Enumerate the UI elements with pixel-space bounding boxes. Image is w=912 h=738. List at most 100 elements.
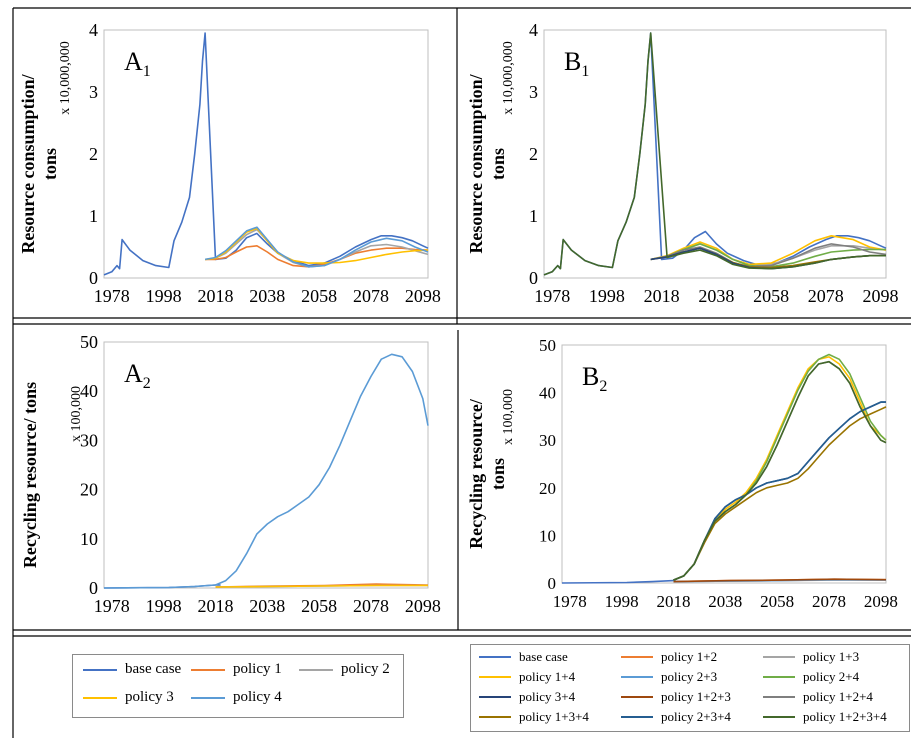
legend-swatch: [479, 676, 511, 678]
chart-b1: 0 1 2 3 4 1978 1998 2018 2038 2058 2078 2098 Resourc…: [466, 20, 899, 306]
y-tick-label: 2: [89, 144, 98, 164]
x-tick-label: 1978: [94, 286, 130, 306]
y-tick-label: 2: [529, 144, 538, 164]
y-multiplier-label: x 10,000,000: [501, 41, 516, 115]
legend-label: policy 3: [125, 689, 174, 705]
legend-item: policy 2+4: [763, 669, 859, 685]
series-line-policy-1-4: [673, 356, 887, 581]
x-tick-label: 2038: [708, 592, 742, 611]
series-line-policy-1-2-3-4: [543, 32, 886, 276]
y-tick-label: 4: [529, 20, 538, 40]
plot-area: [103, 29, 429, 279]
y-tick-label: 4: [89, 20, 98, 40]
y-tick-label: 40: [539, 384, 556, 403]
y-axis-label: Resource consumption/: [466, 73, 486, 253]
series-line-policy-4: [204, 226, 429, 268]
legend-label: policy 2+3+4: [661, 709, 731, 724]
series-line-policy-1-2-4: [650, 243, 887, 268]
legend-swatch: [83, 668, 117, 671]
y-tick-label: 0: [548, 574, 557, 593]
legend-label: policy 3+4: [519, 689, 576, 704]
legend-label: policy 1+3+4: [519, 709, 589, 724]
y-multiplier-label: x 100,000: [69, 386, 84, 442]
legend-swatch: [621, 676, 653, 678]
legend-item: policy 4: [191, 689, 282, 706]
legend-item: policy 1: [191, 661, 282, 678]
legend-item: base case: [83, 661, 181, 678]
legend-label: policy 1+2: [661, 649, 718, 664]
legend-item: policy 1+4: [479, 669, 575, 685]
x-tick-label: 2078: [812, 592, 846, 611]
y-tick-label: 10: [80, 529, 98, 549]
y-tick-label: 30: [80, 430, 98, 450]
y-tick-label: 3: [89, 82, 98, 102]
y-tick-label: 20: [539, 479, 556, 498]
x-tick-label: 1978: [553, 592, 587, 611]
y-axis-label: Resource consumption/: [18, 73, 38, 253]
y-tick-label: 0: [529, 268, 538, 288]
legend-item: policy 2: [299, 661, 390, 678]
legend-item: policy 1+2+4: [763, 689, 873, 705]
legend-label: policy 1+4: [519, 669, 576, 684]
y-tick-label: 30: [539, 431, 556, 450]
y-tick-label: 0: [89, 268, 98, 288]
legend-label: policy 2+3: [661, 669, 718, 684]
chart-a1: 0 1 2 3 4 1978 1998 2018 2038 2058 2078 2098 Resourc…: [18, 20, 441, 306]
legend-swatch: [763, 716, 795, 718]
y-multiplier-label: x 10,000,000: [58, 41, 73, 115]
legend-swatch: [479, 716, 511, 718]
legend-label: policy 1+2+4: [803, 689, 873, 704]
legend-swatch: [621, 716, 653, 718]
x-tick-label: 2018: [656, 592, 690, 611]
x-tick-label: 2058: [301, 286, 337, 306]
x-tick-label: 2038: [698, 286, 734, 306]
legend-label: policy 1: [233, 661, 282, 677]
panel-label: B1: [564, 47, 589, 80]
y-axis-label-unit: tons: [40, 148, 60, 180]
x-tick-label: 1998: [146, 286, 182, 306]
plot-area: [543, 29, 887, 279]
legend-label: policy 2: [341, 661, 390, 677]
legend-item: policy 1+2+3: [621, 689, 731, 705]
legend-item: base case: [479, 649, 568, 665]
series-line-policy-1-3-4: [673, 406, 887, 581]
legend-item: policy 1+3: [763, 649, 859, 665]
series-line-policy-4: [103, 353, 429, 589]
legend-swatch: [191, 668, 225, 671]
x-tick-label: 1998: [605, 592, 639, 611]
y-tick-label: 50: [539, 336, 556, 355]
legend-swatch: [763, 656, 795, 658]
y-tick-label: 0: [89, 578, 98, 598]
y-tick-label: 3: [529, 82, 538, 102]
plot-area: [561, 344, 887, 584]
legend-item: policy 1+2+3+4: [763, 709, 887, 725]
legend-swatch: [763, 696, 795, 698]
y-axis-label: Recycling resource/ tons: [20, 382, 40, 568]
y-axis-label-unit: tons: [488, 458, 508, 490]
legend-label: policy 2+4: [803, 669, 860, 684]
legend-item: policy 3+4: [479, 689, 575, 705]
legend-label: policy 1+2+3+4: [803, 709, 887, 724]
series-line-policy-1-2-3-4: [673, 360, 887, 581]
legend-label: base case: [519, 649, 568, 664]
x-tick-label: 2058: [753, 286, 789, 306]
legend-item: policy 2+3: [621, 669, 717, 685]
x-tick-label: 2098: [405, 286, 441, 306]
legend-b: base case policy 1+2 policy 1+3 policy 1+4 p…: [470, 644, 910, 732]
x-tick-label: 2058: [301, 596, 337, 616]
legend-swatch: [299, 668, 333, 671]
legend-a: base case policy 1 policy 2 policy 3 policy …: [72, 654, 404, 718]
legend-label: policy 4: [233, 689, 282, 705]
legend-item: policy 3: [83, 689, 174, 706]
x-tick-label: 1978: [94, 596, 130, 616]
legend-item: policy 2+3+4: [621, 709, 731, 725]
y-tick-label: 10: [539, 526, 556, 545]
legend-swatch: [479, 696, 511, 698]
panel-label: A2: [124, 359, 151, 392]
legend-item: policy 1+3+4: [479, 709, 589, 725]
plot-area: [103, 341, 429, 589]
x-tick-label: 1998: [589, 286, 625, 306]
y-tick-label: 20: [80, 480, 98, 500]
y-axis-label-unit: tons: [488, 148, 508, 180]
